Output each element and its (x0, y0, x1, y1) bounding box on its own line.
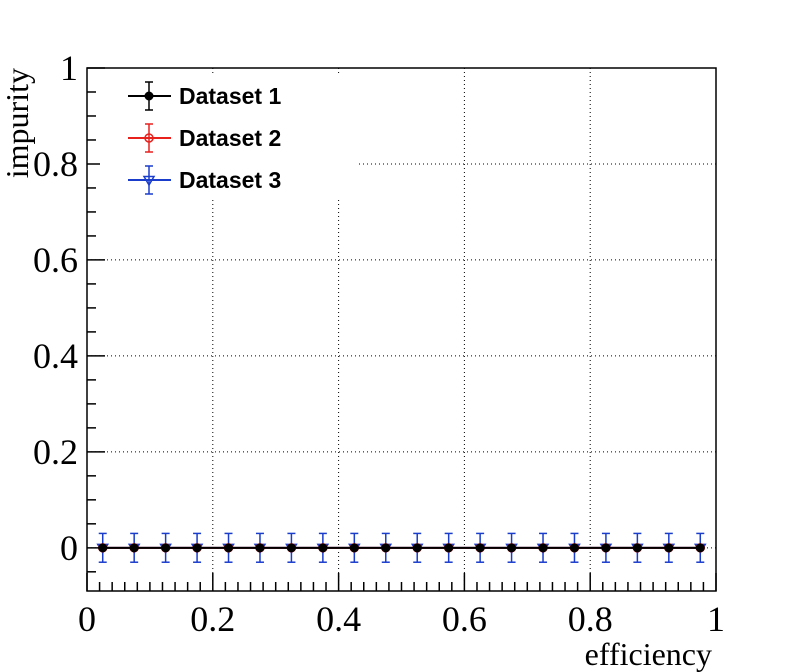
dataset-1-point (318, 543, 328, 553)
x-tick-label: 0 (78, 599, 96, 639)
legend: Dataset 1 Dataset 2 Dataset 3 (100, 75, 358, 200)
dataset-1-point (349, 543, 359, 553)
dataset-1-point (286, 543, 296, 553)
x-tick-label: 0.4 (316, 599, 361, 639)
x-axis-title: efficiency (585, 636, 712, 672)
y-tick-label: 0.6 (33, 240, 78, 280)
label-layer: 0 0.2 0.4 0.6 0.8 1 0 0.2 0.4 0.6 0.8 1 (33, 48, 725, 639)
dataset-1-point (538, 543, 548, 553)
y-tick-label: 0.4 (33, 336, 78, 376)
legend-dataset-2-marker (144, 133, 154, 143)
dataset-1-point (444, 543, 454, 553)
data-layer (96, 532, 707, 563)
legend-dataset-1: Dataset 1 (128, 81, 281, 111)
legend-dataset-3: Dataset 3 (128, 165, 281, 195)
dataset-1-point (475, 543, 485, 553)
dataset-1-point (632, 543, 642, 553)
x-tick-label: 1 (707, 599, 725, 639)
y-tick-label: 0.2 (33, 432, 78, 472)
dataset-1-point (255, 543, 265, 553)
x-tick-label: 0.2 (190, 599, 235, 639)
dataset-1-point (569, 543, 579, 553)
dataset-1-point (224, 543, 234, 553)
y-tick-label: 0 (60, 528, 78, 568)
y-tick-label: 0.8 (33, 144, 78, 184)
dataset-1-point (695, 543, 705, 553)
y-tick-label: 1 (60, 48, 78, 88)
dataset-1-point (601, 543, 611, 553)
dataset-1-point (412, 543, 422, 553)
legend-dataset-3-label: Dataset 3 (179, 167, 281, 193)
frame-layer (86, 67, 717, 592)
dataset-1-point (507, 543, 517, 553)
dataset-1-point (664, 543, 674, 553)
legend-dataset-3-marker (142, 175, 156, 187)
legend-dataset-2: Dataset 2 (128, 123, 281, 153)
y-axis-title: impurity (0, 68, 35, 178)
dataset-1-point (192, 543, 202, 553)
dataset-1-point (381, 543, 391, 553)
legend-dataset-2-label: Dataset 2 (179, 125, 281, 151)
x-tick-label: 0.8 (568, 599, 613, 639)
dataset-1-point (129, 543, 139, 553)
legend-dataset-1-marker (144, 91, 154, 101)
dataset-1-series (98, 543, 705, 553)
legend-dataset-1-label: Dataset 1 (179, 83, 281, 109)
dataset-1-point (161, 543, 171, 553)
x-tick-label: 0.6 (442, 599, 487, 639)
